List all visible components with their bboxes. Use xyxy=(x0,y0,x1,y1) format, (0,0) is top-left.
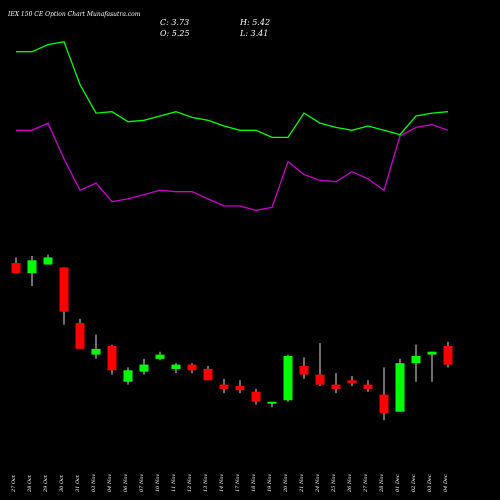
candle-body xyxy=(395,363,405,412)
x-tick-label: 12 Nov xyxy=(187,474,193,492)
candle xyxy=(443,341,453,368)
candles xyxy=(11,254,453,421)
x-tick-label: 11 Nov xyxy=(171,474,177,492)
candle xyxy=(11,257,21,274)
x-tick-label: 28 Oct xyxy=(27,474,33,493)
candle xyxy=(315,343,325,386)
x-tick-label: 07 Nov xyxy=(139,474,145,492)
candle-body xyxy=(75,323,85,349)
candle xyxy=(331,373,341,394)
open-label: O: 5.25 xyxy=(160,29,190,38)
candle xyxy=(219,378,229,394)
candle-body xyxy=(43,257,53,265)
band-lines xyxy=(16,40,449,211)
x-tick-label: 13 Nov xyxy=(203,474,209,492)
x-tick-label: 02 Dec xyxy=(411,474,417,492)
x-tick-label: 24 Nov xyxy=(315,474,321,493)
x-tick-label: 28 Nov xyxy=(379,474,385,493)
x-tick-label: 29 Oct xyxy=(43,474,49,493)
candle-body xyxy=(219,384,229,389)
candle xyxy=(427,351,437,382)
high-label: H: 5.42 xyxy=(239,18,270,27)
x-tick-label: 25 Nov xyxy=(331,474,337,493)
x-tick-label: 06 Nov xyxy=(123,474,129,492)
candle-body xyxy=(347,380,357,384)
candle xyxy=(27,256,37,286)
candle xyxy=(395,358,405,412)
candle-body xyxy=(187,364,197,371)
candle xyxy=(139,358,149,375)
candle xyxy=(203,366,213,381)
x-tick-label: 30 Oct xyxy=(59,474,65,492)
x-tick-label: 31 Oct xyxy=(75,474,81,492)
candle xyxy=(123,367,133,385)
x-tick-label: 17 Nov xyxy=(235,474,241,492)
x-tick-label: 03 Dec xyxy=(427,474,433,492)
close-label: C: 3.73 xyxy=(160,18,189,27)
candle-body xyxy=(315,374,325,385)
lower-band-line xyxy=(16,122,449,211)
x-tick-label: 20 Nov xyxy=(283,474,289,493)
low-label: L: 3.41 xyxy=(239,29,268,38)
candle-body xyxy=(299,366,309,375)
x-tick-label: 10 Nov xyxy=(155,474,161,492)
candle xyxy=(251,388,261,405)
candle-body xyxy=(363,384,373,389)
candle-body xyxy=(91,348,101,355)
candle xyxy=(107,344,117,375)
candle-body xyxy=(443,346,453,365)
candle-body xyxy=(379,394,389,414)
candle-body xyxy=(267,401,277,404)
candle xyxy=(347,376,357,386)
candle xyxy=(43,254,53,265)
candle xyxy=(75,318,85,349)
candle-body xyxy=(59,267,69,312)
candle xyxy=(267,401,277,408)
candle xyxy=(59,267,69,325)
x-tick-label: 04 Nov xyxy=(107,474,113,492)
candle-body xyxy=(139,364,149,372)
candle xyxy=(299,357,309,379)
candle xyxy=(363,380,373,392)
candle xyxy=(379,367,389,421)
candle-body xyxy=(331,384,341,389)
candle xyxy=(171,363,181,374)
chart-title: IEX 150 CE Option Chart Munafasutra.com xyxy=(7,11,141,18)
x-tick-label: 03 Nov xyxy=(91,474,97,492)
candle xyxy=(235,380,245,394)
x-axis-ticks: 27 Oct 28 Oct 29 Oct 30 Oct 31 Oct 03 Nov 04 N… xyxy=(11,474,449,493)
candle xyxy=(155,351,165,361)
x-tick-label: 18 Nov xyxy=(251,474,257,492)
x-tick-label: 27 Oct xyxy=(11,474,17,493)
candle-body xyxy=(427,351,437,355)
candle-body xyxy=(27,260,37,274)
x-tick-label: 27 Nov xyxy=(363,474,369,493)
x-tick-label: 19 Nov xyxy=(267,474,273,492)
candle-body xyxy=(123,370,133,382)
candle xyxy=(283,354,293,402)
candle-body xyxy=(11,263,21,274)
candle xyxy=(411,344,421,382)
candle-body xyxy=(411,356,421,364)
candle-body xyxy=(203,368,213,381)
candle-body xyxy=(171,364,181,369)
x-tick-label: 01 Dec xyxy=(395,474,401,492)
candle xyxy=(187,363,197,374)
candle-body xyxy=(235,386,245,391)
candle-body xyxy=(107,346,117,371)
candle-body xyxy=(155,354,165,359)
x-tick-label: 04 Dec xyxy=(443,474,449,492)
candle xyxy=(91,334,101,359)
upper-band-line xyxy=(16,40,449,139)
x-tick-label: 26 Nov xyxy=(347,474,353,493)
x-tick-label: 21 Nov xyxy=(299,474,305,493)
candle-body xyxy=(283,356,293,401)
candle-body xyxy=(251,391,261,402)
x-tick-label: 14 Nov xyxy=(219,474,225,492)
